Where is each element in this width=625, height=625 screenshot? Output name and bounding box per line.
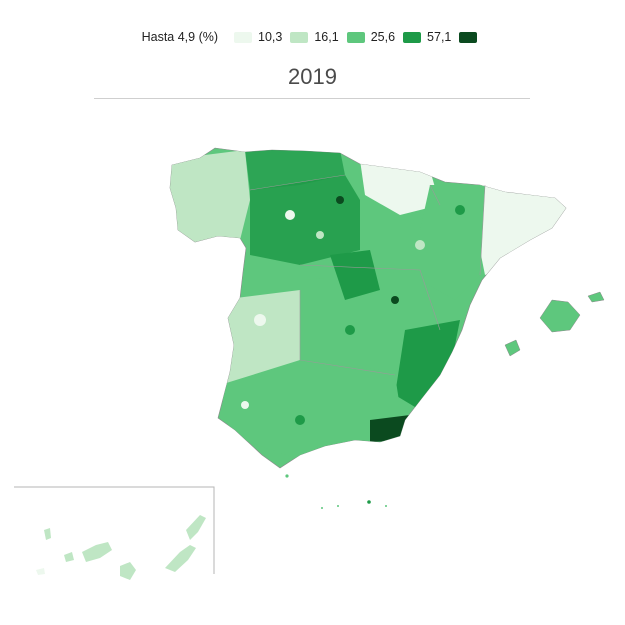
region-levante [395,320,460,410]
speckle [285,210,295,220]
legend-swatch-5 [459,31,478,43]
balearic-menorca [587,291,605,303]
ceuta [285,474,289,478]
canary-island-tenerife [82,542,112,562]
border [249,174,486,376]
legend-item: 10,3 [226,30,282,44]
legend-swatch-2 [290,31,309,43]
canary-island-el-hierro [36,568,45,575]
islet [337,505,339,507]
balearic-ibiza [504,339,521,357]
region-aragon [420,185,485,300]
legend-item: 16,1 [282,30,339,44]
region-castilla-leon [250,175,360,265]
region-basque-navarra [360,160,440,215]
legend-label-2: 16,1 [314,30,339,44]
speckle [391,296,399,304]
legend-first-label: Hasta 4,9 (%) [141,30,219,44]
legend-swatch-3 [346,31,365,43]
speckle [241,401,249,409]
region-extremadura [220,290,300,390]
speckle [336,196,344,204]
region-andalucia [220,360,405,460]
region-almeria [370,415,410,442]
canary-island-la-palma [44,528,51,540]
balearic-mallorca [539,299,581,333]
legend-swatch-1 [234,31,253,43]
region-galicia [170,150,250,248]
canary-island-fuerteventura [165,545,196,572]
legend-item: 25,6 [339,30,395,44]
speckle [455,205,465,215]
canary-island-la-gomera [64,552,74,562]
legend-swatch-4 [403,31,422,43]
map-title: 2019 [288,64,337,89]
islet [321,507,323,509]
region-catalonia [478,180,566,275]
melilla [367,500,371,504]
speckle [254,314,266,326]
region-madrid [330,250,380,300]
legend-label-4: 57,1 [427,30,452,44]
canary-island-gran-canaria [120,562,136,580]
legend-item [451,31,483,43]
legend-label-1: 10,3 [258,30,283,44]
speckle [316,231,324,239]
speckle [415,240,425,250]
speckle [345,325,355,335]
title-divider [94,98,530,99]
canary-island-lanzarote [186,515,206,540]
legend-label-3: 25,6 [370,30,396,44]
speckle [295,415,305,425]
legend: Hasta 4,9 (%) 10,3 16,1 25,6 57,1 [0,30,625,44]
legend-item: 57,1 [395,30,451,44]
islet [385,505,387,507]
canary-inset-border [14,486,215,574]
